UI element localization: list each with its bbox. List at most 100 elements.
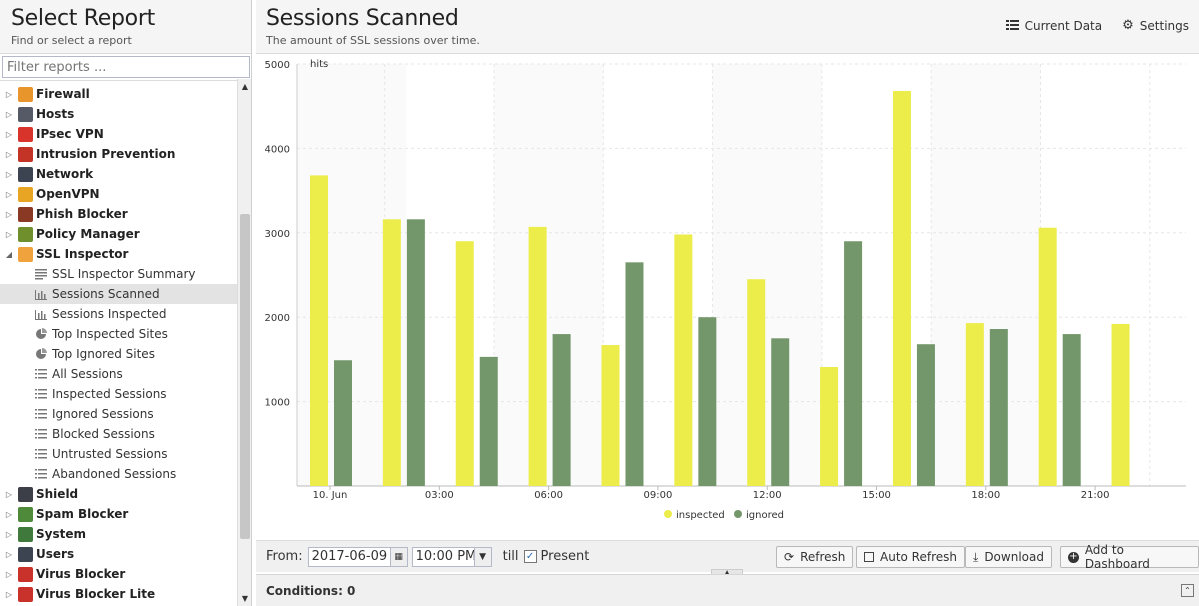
firewall-icon: [18, 86, 33, 102]
report-item[interactable]: Sessions Inspected: [0, 304, 237, 324]
chart-area: 1000 2000 3000 4000 5000 hits 10. Jun 03:00 06:0…: [256, 54, 1199, 538]
bar-inspected: [747, 279, 766, 486]
tree-node-label: Virus Blocker: [36, 567, 126, 581]
tree-node-ssl-inspector[interactable]: ◢ SSL Inspector: [0, 244, 237, 264]
chart-band: [493, 64, 604, 486]
collapsed-arrow-icon[interactable]: ▷: [5, 109, 13, 119]
policy-manager-icon: [18, 226, 33, 242]
bar-chart-icon: [34, 307, 48, 321]
virus-blocker-icon: [18, 566, 33, 582]
calendar-icon[interactable]: ▦: [389, 547, 407, 566]
from-date-field[interactable]: 2017-06-09 ▦: [307, 546, 408, 567]
bar-ignored: [844, 241, 863, 486]
bar-inspected: [674, 234, 693, 486]
report-item-label: Sessions Scanned: [52, 287, 160, 301]
filter-reports-input[interactable]: [2, 56, 250, 78]
from-date-value: 2017-06-09: [311, 549, 388, 564]
tree-scrollbar[interactable]: ▲ ▼: [237, 79, 251, 606]
collapsed-arrow-icon[interactable]: ▷: [5, 569, 13, 579]
bar-inspected: [965, 323, 984, 486]
tree-node-label: Policy Manager: [36, 227, 140, 241]
collapsed-arrow-icon[interactable]: ▷: [5, 509, 13, 519]
tree-node-system[interactable]: ▷ System: [0, 524, 237, 544]
collapsed-arrow-icon[interactable]: ▷: [5, 209, 13, 219]
panel-subtitle: Find or select a report: [11, 34, 132, 47]
report-item[interactable]: Untrusted Sessions: [0, 444, 237, 464]
expanded-arrow-icon[interactable]: ◢: [5, 249, 13, 259]
collapsed-arrow-icon[interactable]: ▷: [5, 189, 13, 199]
report-item-label: Top Ignored Sites: [52, 347, 155, 361]
hosts-icon: [18, 106, 33, 122]
collapsed-arrow-icon[interactable]: ▷: [5, 489, 13, 499]
report-item[interactable]: Top Ignored Sites: [0, 344, 237, 364]
collapsed-arrow-icon[interactable]: ▷: [5, 549, 13, 559]
x-tick-label: 15:00: [862, 490, 891, 501]
shield-icon: [18, 486, 33, 502]
auto-refresh-button[interactable]: Auto Refresh: [856, 546, 965, 568]
report-item[interactable]: Inspected Sessions: [0, 384, 237, 404]
x-tick-label: 09:00: [643, 490, 672, 501]
tree-node-phish-blocker[interactable]: ▷ Phish Blocker: [0, 204, 237, 224]
scroll-thumb[interactable]: [240, 214, 250, 539]
legend-label-inspected: inspected: [676, 510, 725, 521]
list-icon: [34, 447, 48, 461]
lock-icon: [18, 126, 33, 142]
scroll-down-icon[interactable]: ▼: [241, 594, 249, 603]
present-checkbox[interactable]: ✓: [523, 550, 537, 563]
download-button[interactable]: ⤓ Download: [965, 546, 1052, 568]
collapsed-arrow-icon[interactable]: ▷: [5, 149, 13, 159]
tree-node-virus-blocker[interactable]: ▷ Virus Blocker: [0, 564, 237, 584]
collapsed-arrow-icon[interactable]: ▷: [5, 89, 13, 99]
tree-node-ipsec-vpn[interactable]: ▷ IPsec VPN: [0, 124, 237, 144]
report-item-label: All Sessions: [52, 367, 123, 381]
tree-node-label: IPsec VPN: [36, 127, 104, 141]
y-axis-label: hits: [310, 59, 328, 70]
collapsed-arrow-icon[interactable]: ▷: [5, 529, 13, 539]
tree-node-network[interactable]: ▷ Network: [0, 164, 237, 184]
collapsed-arrow-icon[interactable]: ▷: [5, 129, 13, 139]
auto-refresh-label: Auto Refresh: [880, 550, 957, 564]
report-title: Sessions Scanned: [266, 6, 459, 31]
report-item-label: SSL Inspector Summary: [52, 267, 196, 281]
from-time-field[interactable]: 10:00 PM ▼: [411, 546, 492, 567]
tree-node-virus-blocker-lite[interactable]: ▷ Virus Blocker Lite: [0, 584, 237, 604]
report-item[interactable]: Ignored Sessions: [0, 404, 237, 424]
bar-inspected: [310, 175, 328, 486]
refresh-button[interactable]: ⟳ Refresh: [776, 546, 854, 568]
tree-node-firewall[interactable]: ▷ Firewall: [0, 84, 237, 104]
collapsed-arrow-icon[interactable]: ▷: [5, 589, 13, 599]
bar-inspected: [601, 345, 620, 486]
openvpn-icon: [18, 186, 33, 202]
report-item[interactable]: Blocked Sessions: [0, 424, 237, 444]
tree-node-hosts[interactable]: ▷ Hosts: [0, 104, 237, 124]
tree-node-openvpn[interactable]: ▷ OpenVPN: [0, 184, 237, 204]
collapsed-arrow-icon[interactable]: ▷: [5, 169, 13, 179]
settings-button[interactable]: ⚙ Settings: [1122, 18, 1189, 33]
bar-inspected: [528, 226, 547, 486]
collapse-handle[interactable]: ▲: [711, 569, 743, 576]
report-item[interactable]: Sessions Scanned: [0, 284, 237, 304]
add-to-dashboard-button[interactable]: + Add to Dashboard: [1060, 543, 1199, 571]
settings-label: Settings: [1139, 18, 1189, 33]
report-item[interactable]: All Sessions: [0, 364, 237, 384]
report-tree: ▷ Firewall ▷ Hosts ▷ IPsec VPN ▷ Intrusion Prev…: [0, 79, 237, 606]
tree-node-policy-manager[interactable]: ▷ Policy Manager: [0, 224, 237, 244]
report-item[interactable]: Abandoned Sessions: [0, 464, 237, 484]
tree-node-shield[interactable]: ▷ Shield: [0, 484, 237, 504]
expand-icon[interactable]: ⌃: [1181, 584, 1194, 597]
chevron-down-icon[interactable]: ▼: [473, 547, 491, 566]
current-data-button[interactable]: Current Data: [1005, 18, 1102, 33]
report-item[interactable]: SSL Inspector Summary: [0, 264, 237, 284]
tree-node-intrusion-prevention[interactable]: ▷ Intrusion Prevention: [0, 144, 237, 164]
tree-node-spam-blocker[interactable]: ▷ Spam Blocker: [0, 504, 237, 524]
list-icon: [34, 407, 48, 421]
download-label: Download: [984, 550, 1044, 564]
scroll-up-icon[interactable]: ▲: [241, 82, 249, 91]
tree-node-users[interactable]: ▷ Users: [0, 544, 237, 564]
x-tick-label: 10. Jun: [313, 490, 348, 501]
users-icon: [18, 546, 33, 562]
x-tick-label: 18:00: [971, 490, 1000, 501]
conditions-bar[interactable]: Conditions: 0 ⌃: [256, 574, 1199, 606]
collapsed-arrow-icon[interactable]: ▷: [5, 229, 13, 239]
report-item[interactable]: Top Inspected Sites: [0, 324, 237, 344]
